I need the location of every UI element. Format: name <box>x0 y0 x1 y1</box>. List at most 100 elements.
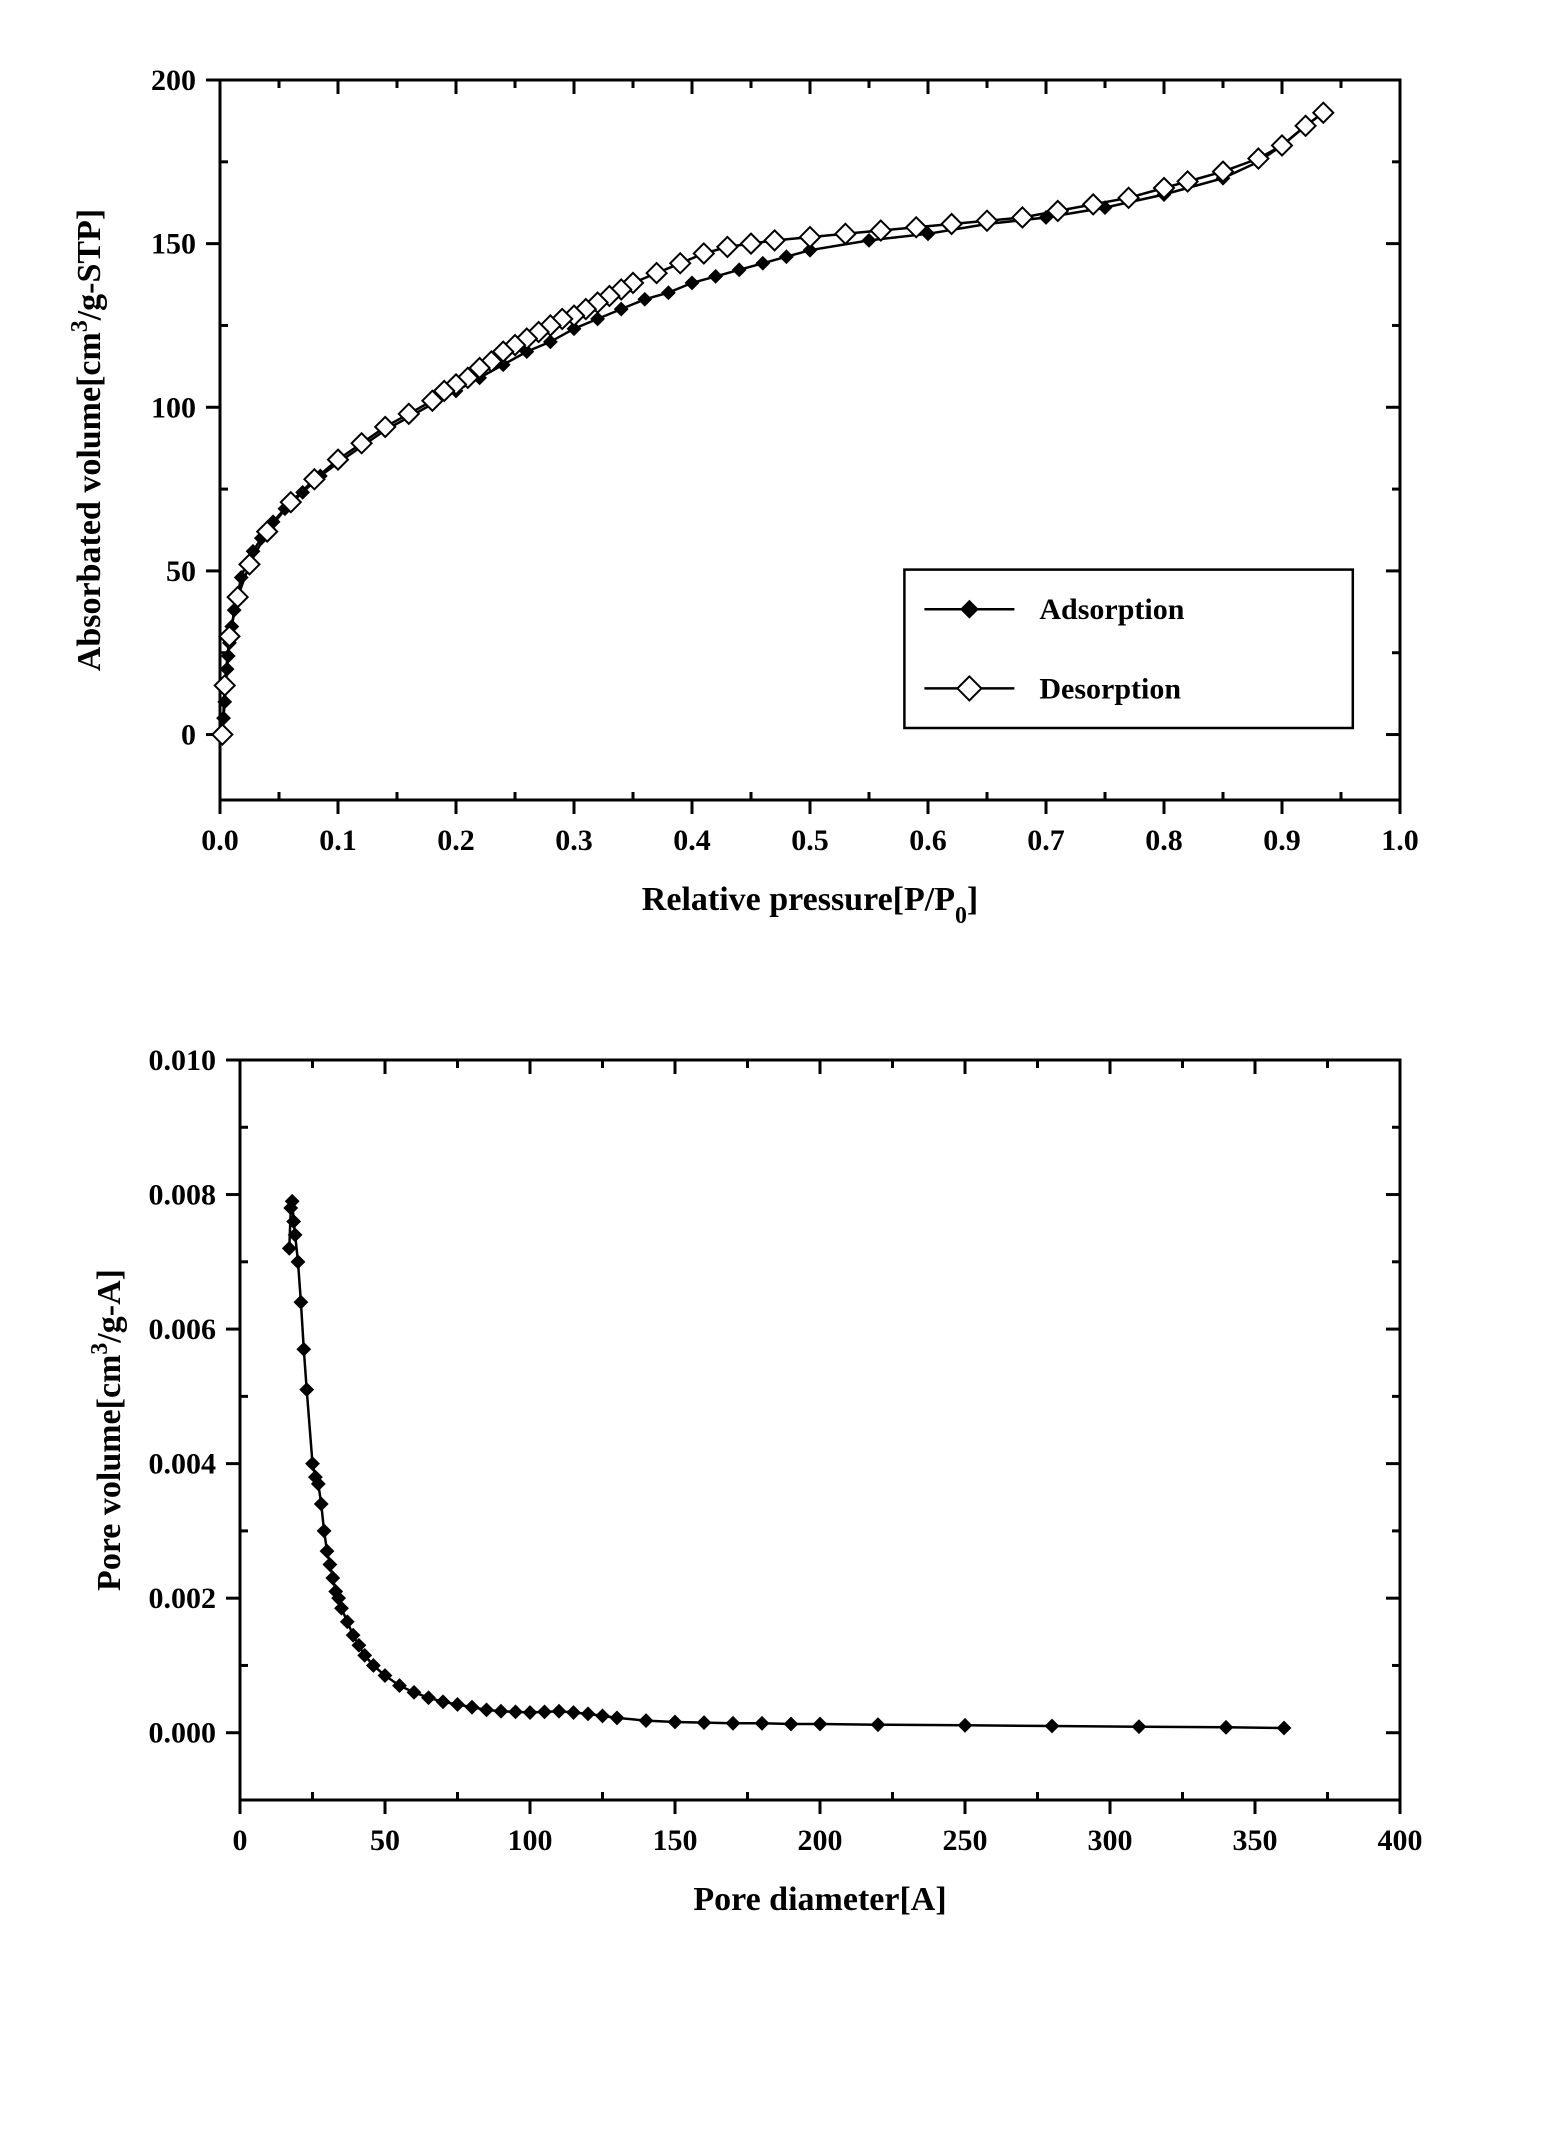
series-marker <box>1278 1722 1290 1734</box>
series-marker <box>466 1701 478 1713</box>
series-marker <box>301 1384 313 1396</box>
series-line <box>289 1201 1284 1728</box>
series-marker <box>228 587 248 607</box>
series-marker <box>408 1686 420 1698</box>
x-tick-label: 0.3 <box>555 824 593 857</box>
x-tick-label: 0.0 <box>201 824 239 857</box>
y-tick-label: 0 <box>181 719 196 752</box>
top-chart-svg: 0.00.10.20.30.40.50.60.70.80.91.00501001… <box>40 40 1440 940</box>
x-axis-title: Pore diameter[A] <box>693 1881 946 1918</box>
series-marker <box>717 237 737 257</box>
x-tick-label: 0.9 <box>1263 824 1301 857</box>
series-marker <box>698 1717 710 1729</box>
x-tick-label: 250 <box>943 1824 988 1857</box>
series-marker <box>295 1296 307 1308</box>
y-tick-label: 0.006 <box>149 1313 217 1346</box>
series-marker <box>452 1698 464 1710</box>
x-tick-label: 0.4 <box>673 824 711 857</box>
x-tick-label: 200 <box>798 1824 843 1857</box>
series-marker <box>324 1559 336 1571</box>
y-axis-title: Absorbated volume[cm3/g-STP] <box>67 209 108 671</box>
series-marker <box>694 243 714 263</box>
series-marker <box>1213 162 1233 182</box>
y-tick-label: 0.010 <box>149 1044 217 1077</box>
series-marker <box>1220 1721 1232 1733</box>
series-marker <box>1133 1721 1145 1733</box>
series-marker <box>757 257 769 269</box>
x-tick-label: 0.2 <box>437 824 475 857</box>
series-marker <box>669 1716 681 1728</box>
x-tick-label: 50 <box>370 1824 400 1857</box>
series-marker <box>662 287 674 299</box>
series-marker <box>756 1717 768 1729</box>
series-marker <box>318 1525 330 1537</box>
series-marker <box>639 293 651 305</box>
series-marker <box>835 224 855 244</box>
x-tick-label: 0.6 <box>909 824 947 857</box>
series-marker <box>733 264 745 276</box>
series-marker <box>597 1710 609 1722</box>
y-axis-title: Pore volume[cm3/g-A] <box>87 1269 128 1591</box>
series-marker <box>544 336 556 348</box>
x-axis-title: Relative pressure[P/P0] <box>642 881 978 929</box>
series-marker <box>741 234 761 254</box>
series-marker <box>765 230 785 250</box>
y-tick-label: 0.004 <box>149 1448 217 1481</box>
series-marker <box>307 1458 319 1470</box>
series-marker <box>1313 103 1333 123</box>
series-marker <box>863 234 875 246</box>
x-tick-label: 0 <box>233 1824 248 1857</box>
series-marker <box>215 675 235 695</box>
series-marker <box>872 1719 884 1731</box>
series-marker <box>292 1256 304 1268</box>
series-marker <box>727 1717 739 1729</box>
y-tick-label: 0.002 <box>149 1582 217 1615</box>
x-tick-label: 0.5 <box>791 824 829 857</box>
series-marker <box>615 303 627 315</box>
series-marker <box>1178 171 1198 191</box>
series-marker <box>495 1705 507 1717</box>
series-marker <box>347 1629 359 1641</box>
x-tick-label: 0.7 <box>1027 824 1065 857</box>
x-tick-label: 150 <box>653 1824 698 1857</box>
x-tick-label: 0.8 <box>1145 824 1183 857</box>
legend-entry: Adsorption <box>1039 593 1184 626</box>
series-marker <box>592 313 604 325</box>
series-marker <box>321 1545 333 1557</box>
bottom-chart-svg: 0501001502002503003504000.0000.0020.0040… <box>40 1020 1440 1940</box>
series-marker <box>298 1343 310 1355</box>
isotherm-chart: 0.00.10.20.30.40.50.60.70.80.91.00501001… <box>40 40 1507 940</box>
x-tick-label: 400 <box>1378 1824 1423 1857</box>
series-marker <box>1046 1720 1058 1732</box>
y-tick-label: 0.008 <box>149 1179 217 1212</box>
series-marker <box>553 1705 565 1717</box>
series-marker <box>611 1712 623 1724</box>
series-marker <box>640 1715 652 1727</box>
series-marker <box>670 253 690 273</box>
pore-distribution-chart: 0501001502002503003504000.0000.0020.0040… <box>40 1020 1507 1940</box>
y-tick-label: 200 <box>151 64 196 97</box>
x-tick-label: 100 <box>508 1824 553 1857</box>
series-marker <box>800 227 820 247</box>
series-marker <box>212 725 232 745</box>
x-tick-label: 300 <box>1088 1824 1133 1857</box>
legend-entry: Desorption <box>1039 672 1181 705</box>
series-marker <box>423 1692 435 1704</box>
series-marker <box>568 1707 580 1719</box>
series-marker <box>315 1498 327 1510</box>
y-tick-label: 100 <box>151 391 196 424</box>
series-marker <box>219 626 239 646</box>
series-marker <box>510 1706 522 1718</box>
series-marker <box>780 251 792 263</box>
series-marker <box>977 211 997 231</box>
x-tick-label: 0.1 <box>319 824 357 857</box>
series-marker <box>710 270 722 282</box>
series-marker <box>647 263 667 283</box>
series-marker <box>1012 207 1032 227</box>
series-marker <box>582 1708 594 1720</box>
series-marker <box>814 1718 826 1730</box>
series-marker <box>327 1572 339 1584</box>
series-marker <box>785 1718 797 1730</box>
y-tick-label: 150 <box>151 228 196 261</box>
series-marker <box>539 1706 551 1718</box>
